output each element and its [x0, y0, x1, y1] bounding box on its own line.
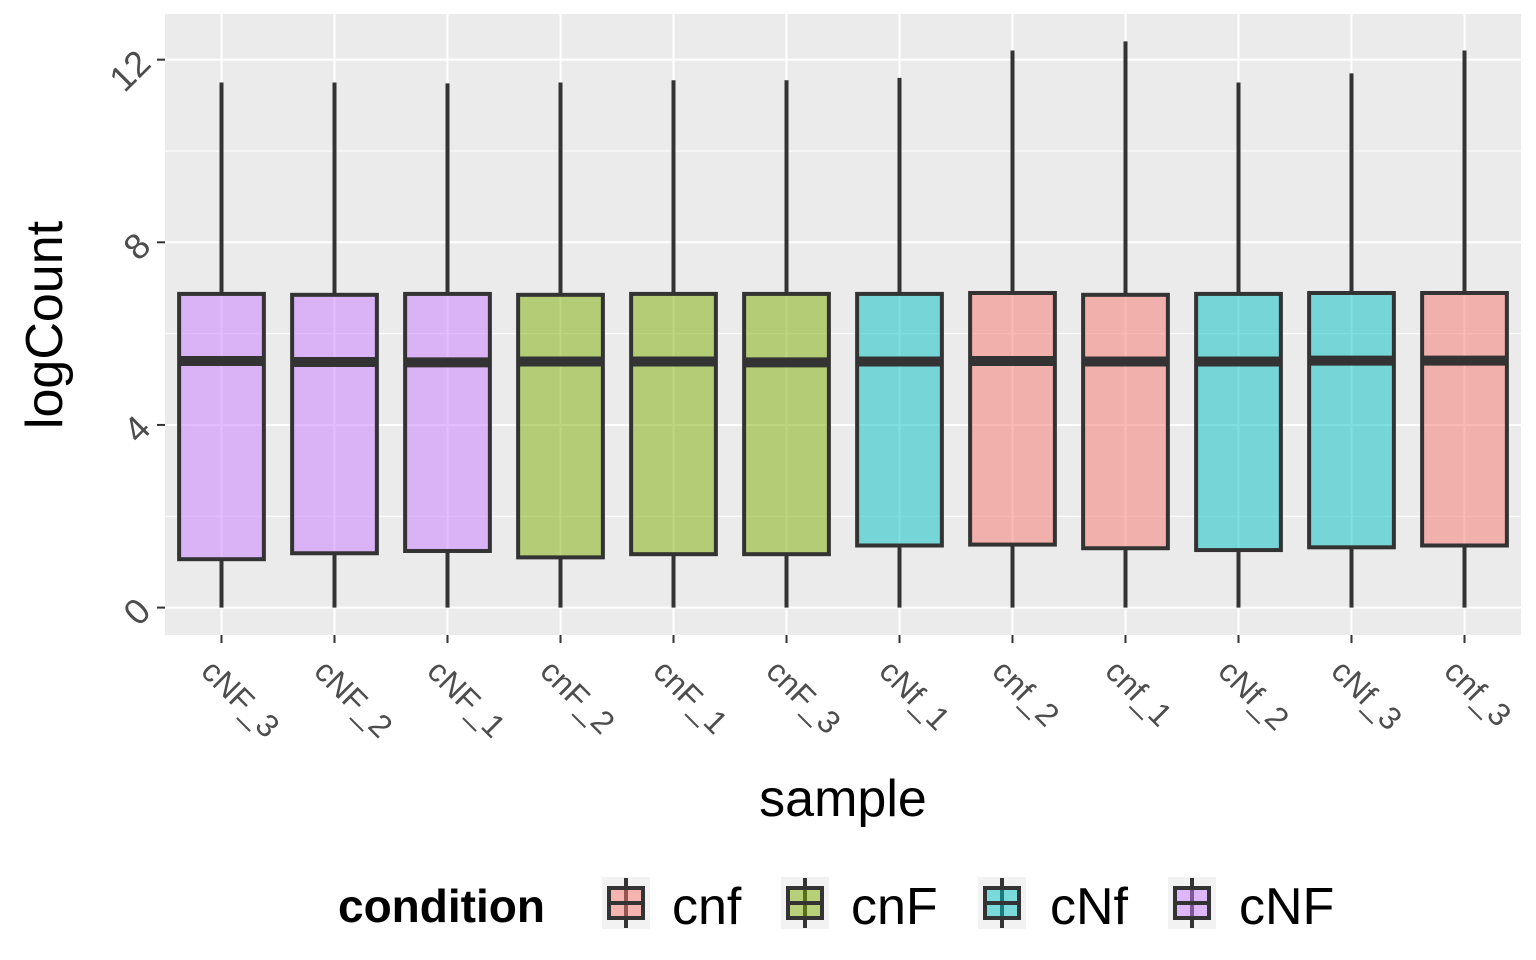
box-cNf_2 [1194, 82, 1283, 608]
box-body [403, 291, 492, 553]
box-body [1194, 291, 1283, 553]
box-body [290, 292, 379, 556]
x-tick-label: cnF_3 [760, 652, 848, 740]
x-tick-label: cNF_1 [421, 652, 513, 744]
legend-item-cnf: cnf [602, 877, 742, 936]
x-tick-label: cNF_2 [308, 652, 400, 744]
legend-item-cNf: cNf [978, 877, 1129, 936]
box-cnF_2 [516, 82, 605, 608]
box-cnf_3 [1420, 50, 1509, 608]
box-body [1307, 290, 1396, 550]
x-tick-label: cnf_1 [1099, 652, 1180, 733]
legend-label: cnF [851, 878, 938, 936]
x-axis-ticks: cNF_3 cNF_2 cNF_1 cnF_2 cnF_1 cnF_3 cNf_1 cnf_2… [195, 635, 1519, 745]
legend-label: cnf [672, 878, 742, 936]
boxes [177, 41, 1509, 608]
box-body [855, 291, 944, 548]
y-axis-ticks: 0 4 8 12 [101, 42, 165, 633]
legend-item-cnF: cnF [781, 877, 938, 936]
y-tick-label: 4 [115, 407, 158, 450]
box-cnf_1 [1081, 41, 1170, 608]
box-cnf_2 [968, 50, 1057, 608]
x-tick-label: cNF_3 [195, 652, 287, 744]
x-tick-label: cnF_1 [647, 652, 735, 740]
legend: condition cnf cnF cNf cNF [338, 877, 1334, 936]
box-cNF_1 [403, 83, 492, 608]
box-body [1081, 292, 1170, 551]
legend-title: condition [338, 880, 545, 932]
x-tick-label: cnf_3 [1438, 652, 1519, 733]
box-body [968, 290, 1057, 547]
x-tick-label: cnF_2 [534, 652, 622, 740]
x-tick-label: cNf_3 [1325, 652, 1410, 737]
x-axis-title: sample [759, 770, 927, 828]
legend-item-cNF: cNF [1168, 877, 1334, 936]
y-tick-label: 8 [115, 225, 158, 268]
y-axis-title: logCount [16, 220, 74, 429]
grid-minor [165, 150, 1521, 517]
box-body [177, 291, 266, 562]
box-cNf_3 [1307, 73, 1396, 608]
box-body [1420, 290, 1509, 548]
box-cnF_3 [742, 80, 831, 608]
x-tick-label: cnf_2 [986, 652, 1067, 733]
box-body [742, 291, 831, 557]
x-tick-label: cNf_2 [1212, 652, 1297, 737]
legend-label: cNF [1239, 878, 1334, 936]
box-cnF_1 [629, 80, 718, 608]
panel-background [165, 14, 1521, 635]
y-tick-label: 12 [101, 42, 158, 99]
y-tick-label: 0 [115, 590, 158, 633]
x-tick-label: cNf_1 [873, 652, 958, 737]
box-cNF_3 [177, 82, 266, 608]
box-body [516, 292, 605, 560]
legend-label: cNf [1050, 878, 1129, 936]
box-cNf_1 [855, 77, 944, 608]
box-body [629, 291, 718, 557]
box-cNF_2 [290, 82, 379, 608]
